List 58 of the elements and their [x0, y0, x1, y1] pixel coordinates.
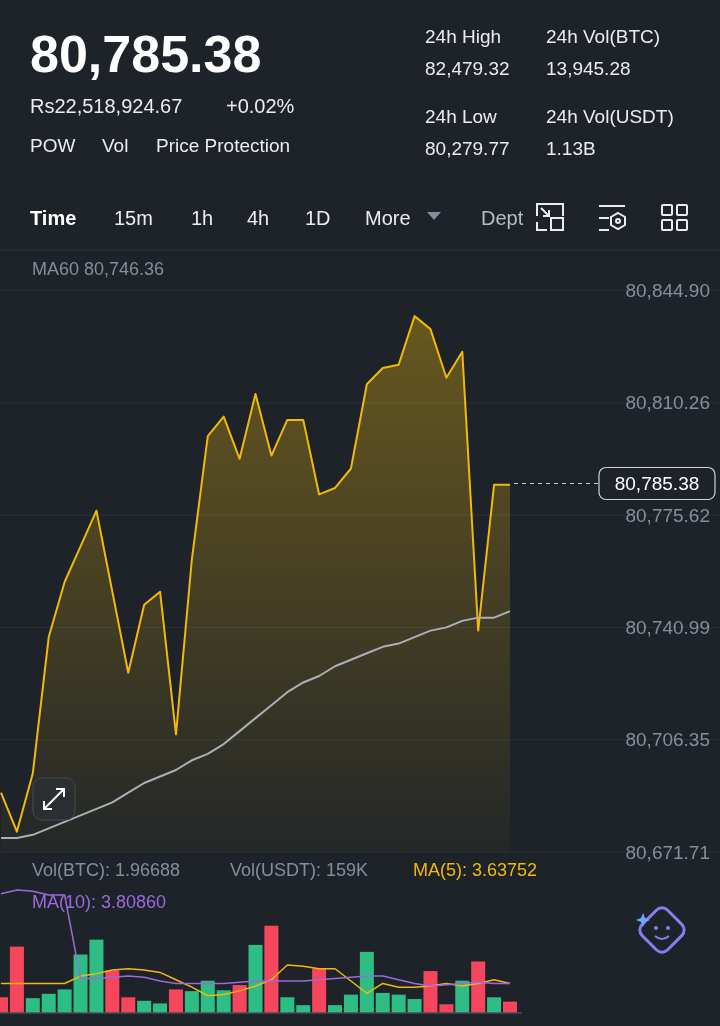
bar	[184, 991, 199, 1013]
bar	[343, 994, 358, 1013]
line-series	[0, 610, 511, 840]
bar	[25, 998, 40, 1013]
ref-line-label: 80,785.38	[614, 473, 700, 495]
y-tick-label: 80,810.26	[625, 392, 710, 414]
bar	[312, 968, 327, 1013]
text: 1h	[191, 207, 214, 229]
bar	[375, 992, 390, 1013]
bar	[280, 997, 295, 1013]
bar	[407, 999, 422, 1013]
y-tick-label: 80,706.35	[625, 729, 710, 751]
text: POW	[30, 135, 76, 156]
bar	[471, 961, 486, 1013]
bar	[248, 944, 263, 1013]
bar	[153, 1003, 168, 1013]
text: Price Protection	[156, 135, 291, 156]
text: 4h	[247, 207, 270, 229]
bar	[487, 997, 502, 1013]
text: Vol(USDT): 159K	[230, 860, 369, 880]
text: More	[365, 207, 411, 229]
text: 24h Vol(USDT)	[546, 106, 674, 127]
bar	[216, 990, 231, 1013]
text: 24h Vol(BTC)	[546, 26, 661, 47]
bar	[439, 1004, 454, 1013]
bar	[41, 993, 56, 1013]
text: 80,785.38	[30, 25, 262, 83]
text: +0.02%	[226, 95, 295, 117]
text: 82,479.32	[425, 58, 510, 79]
text: 1.13B	[546, 138, 596, 159]
y-tick-label: 80,844.90	[625, 280, 710, 302]
text: Rs22,518,924.67	[30, 95, 183, 117]
text: 80,279.77	[425, 138, 510, 159]
bar	[359, 951, 374, 1013]
bar	[9, 946, 24, 1013]
bar	[105, 970, 120, 1013]
bar	[391, 994, 406, 1013]
text: Dept	[481, 207, 524, 229]
bar	[423, 971, 438, 1013]
text: 13,945.28	[546, 58, 631, 79]
bar	[121, 997, 136, 1013]
annotation: MA60 80,746.36	[32, 259, 165, 279]
y-tick-label: 80,740.99	[625, 617, 710, 639]
text: Time	[30, 207, 77, 229]
text: MA(5): 3.63752	[413, 860, 538, 880]
text: 1D	[305, 207, 331, 229]
text: 24h Low	[425, 106, 498, 127]
text: Vol	[102, 135, 129, 156]
bar	[264, 925, 279, 1013]
text: 15m	[114, 207, 153, 229]
text: Vol(BTC): 1.96688	[32, 860, 181, 880]
y-tick-label: 80,775.62	[625, 504, 710, 526]
y-tick-label: 80,671.71	[625, 841, 710, 863]
bar	[137, 1000, 152, 1013]
text: 24h High	[425, 26, 502, 47]
bar	[168, 989, 183, 1013]
bar	[232, 985, 247, 1013]
bar	[57, 989, 72, 1013]
